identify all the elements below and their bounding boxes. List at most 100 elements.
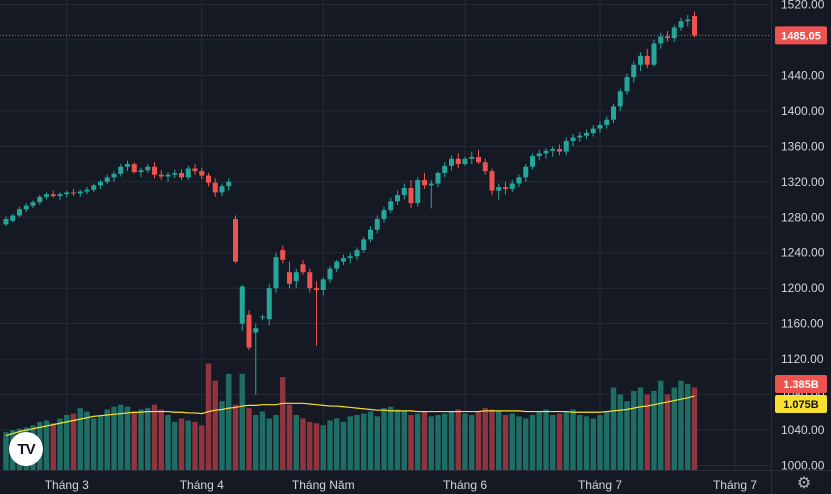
candle-body xyxy=(617,91,623,107)
candle-body xyxy=(152,166,157,175)
candle-body xyxy=(401,188,407,196)
candle-body xyxy=(611,106,616,120)
volume-bar xyxy=(124,406,131,470)
candle-body xyxy=(246,314,252,348)
volume-bar xyxy=(394,409,401,470)
volume-bar xyxy=(320,425,326,470)
volume-bar xyxy=(43,420,50,470)
volume-bar xyxy=(273,415,279,470)
candle-body xyxy=(604,119,610,126)
volume-bar xyxy=(212,380,218,470)
volume-bar xyxy=(185,420,191,470)
volume-bar xyxy=(307,421,313,470)
volume-bar xyxy=(624,401,630,470)
volume-bar xyxy=(158,409,164,470)
volume-bar xyxy=(165,415,171,470)
candle-body xyxy=(381,210,387,220)
candle-body xyxy=(435,172,441,184)
volume-bar xyxy=(259,411,266,470)
volume-bar xyxy=(118,404,124,470)
candle-body xyxy=(665,36,670,39)
candle-body xyxy=(125,164,130,167)
candle-body xyxy=(287,272,292,284)
gear-icon[interactable]: ⚙ xyxy=(796,473,812,492)
volume-bar xyxy=(415,413,421,470)
volume-bar xyxy=(219,401,225,470)
candle-body xyxy=(638,55,643,65)
volume-ma-label: 1.075B xyxy=(783,399,819,411)
candle-body xyxy=(280,250,286,260)
volume-bar xyxy=(84,411,90,470)
volume-bar xyxy=(455,409,461,470)
x-tick-label: Tháng 7 xyxy=(713,478,757,492)
candle-body xyxy=(239,286,245,324)
candle-body xyxy=(131,164,137,173)
candle-body xyxy=(206,175,211,183)
candle-body xyxy=(455,158,461,165)
volume-bar xyxy=(502,415,509,470)
candle-body xyxy=(138,170,144,173)
volume-bar xyxy=(597,415,603,470)
candle-body xyxy=(327,268,333,280)
volume-bar xyxy=(691,387,698,470)
candle-body xyxy=(307,272,313,289)
volume-bar xyxy=(239,373,245,470)
candle-body xyxy=(482,162,488,172)
volume-bar xyxy=(347,416,353,470)
candle-body xyxy=(64,192,70,195)
candle-body xyxy=(111,173,117,178)
tradingview-logo[interactable]: TV xyxy=(9,432,43,466)
volume-bar xyxy=(408,415,414,470)
volume-bar xyxy=(327,420,333,470)
y-tick-label: 1360.00 xyxy=(781,139,825,153)
volume-bar xyxy=(77,408,83,470)
candle-body xyxy=(408,188,414,204)
volume-bar xyxy=(388,406,394,470)
volume-last-badge xyxy=(775,375,827,393)
y-tick-label: 1240.00 xyxy=(781,246,825,260)
candle-body xyxy=(658,36,664,44)
candle-body xyxy=(428,183,434,186)
y-tick-label: 1280.00 xyxy=(781,210,825,224)
volume-bar xyxy=(131,411,137,470)
volume-bar xyxy=(57,418,63,470)
candle-body xyxy=(341,258,346,262)
volume-bar xyxy=(172,421,178,470)
candle-body xyxy=(624,77,630,92)
volume-bar xyxy=(199,425,205,470)
candle-body xyxy=(334,261,340,269)
volume-bar xyxy=(469,415,475,470)
volume-bar xyxy=(111,406,117,470)
volume-bar xyxy=(577,415,583,470)
volume-bar xyxy=(664,394,671,470)
volume-bar xyxy=(637,387,644,470)
candle-body xyxy=(84,189,90,192)
volume-last-label: 1.385B xyxy=(783,379,819,391)
candle-body xyxy=(469,156,475,159)
candle-body xyxy=(145,166,151,171)
candle-body xyxy=(678,21,684,28)
volume-bar xyxy=(313,423,320,470)
candle-body xyxy=(388,201,394,211)
volume-bar xyxy=(671,387,677,470)
volume-bar xyxy=(617,394,623,470)
volume-bar xyxy=(253,415,259,470)
volume-bar xyxy=(678,380,684,470)
candle-body xyxy=(118,166,124,174)
volume-bar xyxy=(509,413,515,470)
y-tick-label: 1520.00 xyxy=(781,0,825,11)
x-tick-label: Tháng 7 xyxy=(578,478,622,492)
candle-body xyxy=(354,250,360,257)
volume-bar xyxy=(482,408,488,470)
volume-bar xyxy=(205,363,212,470)
candle-body xyxy=(509,183,515,189)
candle-body xyxy=(266,288,272,320)
volume-ma-badge xyxy=(775,395,827,413)
y-tick-label: 1040.00 xyxy=(781,423,825,437)
volume-bar xyxy=(442,413,448,470)
x-tick-label: Tháng Năm xyxy=(292,478,355,492)
candle-body xyxy=(671,27,677,39)
candle-body xyxy=(158,174,164,177)
volume-bar xyxy=(583,416,590,470)
candle-body xyxy=(98,181,103,186)
